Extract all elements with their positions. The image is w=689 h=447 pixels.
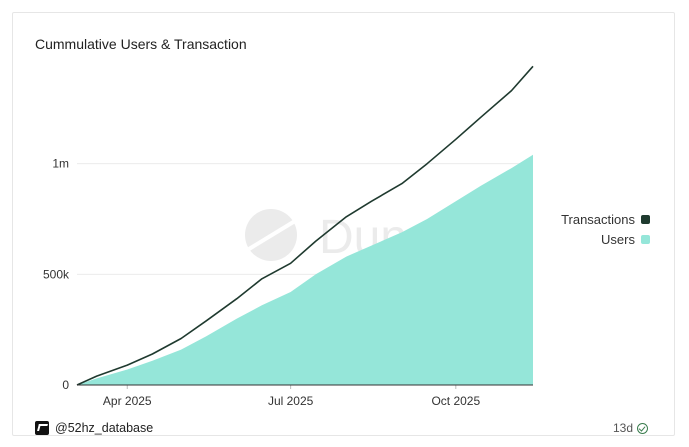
legend-swatch-users	[641, 234, 650, 244]
y-tick-label: 0	[62, 378, 69, 392]
author-link[interactable]: @52hz_database	[35, 421, 153, 435]
dune-logo-icon	[35, 421, 49, 435]
watermark-logo-slash	[247, 219, 297, 251]
legend-label-users: Users	[601, 231, 635, 247]
y-tick-label: 500k	[43, 267, 70, 281]
legend-item-users[interactable]: Users	[561, 229, 650, 249]
author-name: @52hz_database	[55, 421, 154, 435]
legend-label-transactions: Transactions	[561, 211, 635, 227]
chart-title: Cummulative Users & Transaction	[35, 36, 247, 52]
check-circle-icon	[637, 422, 648, 434]
x-tick-label: Apr 2025	[103, 394, 152, 408]
legend-swatch-transactions	[641, 214, 650, 224]
transactions-line	[76, 65, 534, 386]
legend-item-transactions[interactable]: Transactions	[561, 209, 650, 229]
query-age-label: 13d	[612, 421, 633, 435]
chart-card: Cummulative Users & Transaction Dune 0 500…	[12, 12, 675, 436]
users-area	[77, 154, 533, 385]
y-tick-label: 1m	[52, 157, 69, 171]
chart-legend: Transactions Users	[561, 209, 650, 249]
x-tick-label: Oct 2025	[431, 394, 480, 408]
query-age[interactable]: 13d	[613, 421, 648, 435]
x-tick-label: Jul 2025	[268, 394, 314, 408]
